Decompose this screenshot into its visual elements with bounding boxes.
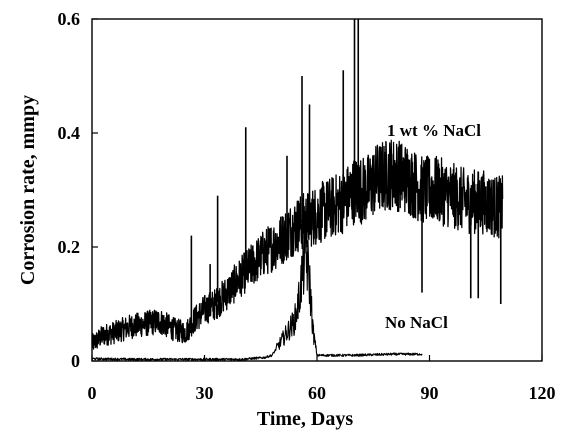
ticks-layer: 0 30 60 90 120 0 0.2 0.4 0.6 [58,9,556,403]
y-tick-label: 0 [71,351,80,371]
x-tick-label: 120 [529,383,556,403]
series-line-1wt-nacl [91,139,504,350]
y-tick-label: 0.6 [58,9,81,29]
x-axis-label: Time, Days [257,408,354,430]
series-layer [91,19,504,361]
x-tick-label: 60 [308,383,326,403]
series-label-no-nacl: No NaCl [385,313,448,332]
y-tick-label: 0.2 [58,237,81,257]
x-tick-label: 90 [421,383,439,403]
x-tick-label: 0 [88,383,97,403]
series-label-1wt-nacl: 1 wt % NaCl [387,121,481,140]
series-line-no-nacl [91,221,423,361]
y-axis-label: Corrosion rate, mmpy [17,95,39,285]
y-tick-label: 0.4 [58,123,81,143]
x-tick-label: 30 [196,383,214,403]
